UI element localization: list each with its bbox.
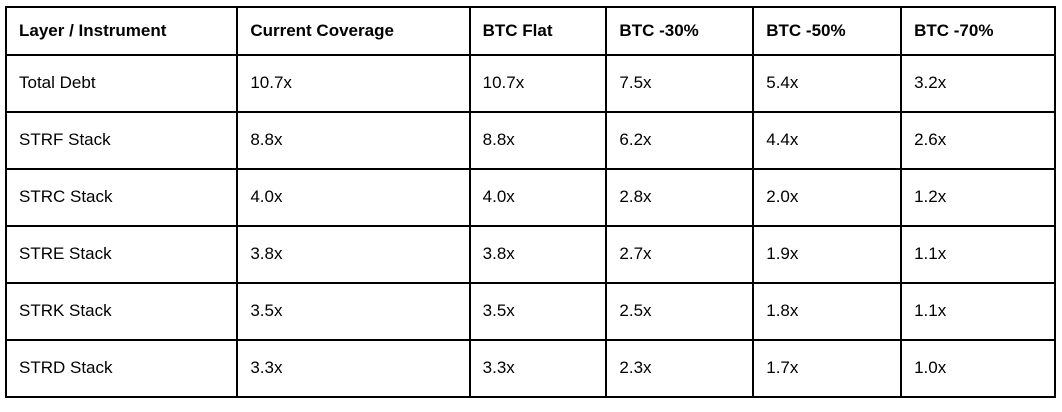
cell-value: 1.0x	[900, 339, 1056, 398]
cell-value: 8.8x	[468, 111, 608, 170]
cell-value: 1.1x	[900, 282, 1056, 341]
cell-value: 3.8x	[236, 225, 471, 284]
column-header-btc-flat: BTC Flat	[468, 6, 608, 56]
cell-value: 2.7x	[605, 225, 755, 284]
cell-value: 1.8x	[752, 282, 903, 341]
cell-value: 1.9x	[752, 225, 903, 284]
cell-value: 4.4x	[752, 111, 903, 170]
column-header-btc-minus-50: BTC -50%	[752, 6, 903, 56]
row-label: STRC Stack	[4, 168, 239, 227]
cell-value: 2.8x	[605, 168, 755, 227]
cell-value: 2.3x	[605, 339, 755, 398]
table-row-strk-stack: STRK Stack 3.5x 3.5x 2.5x 1.8x 1.1x	[4, 282, 1056, 341]
cell-value: 10.7x	[236, 54, 471, 113]
cell-value: 2.5x	[605, 282, 755, 341]
cell-value: 3.3x	[468, 339, 608, 398]
cell-value: 3.2x	[900, 54, 1056, 113]
table-row-stre-stack: STRE Stack 3.8x 3.8x 2.7x 1.9x 1.1x	[4, 225, 1056, 284]
row-label: Total Debt	[4, 54, 239, 113]
table-row-strd-stack: STRD Stack 3.3x 3.3x 2.3x 1.7x 1.0x	[4, 339, 1056, 398]
cell-value: 1.7x	[752, 339, 903, 398]
cell-value: 2.0x	[752, 168, 903, 227]
cell-value: 4.0x	[468, 168, 608, 227]
column-header-btc-minus-70: BTC -70%	[900, 6, 1056, 56]
cell-value: 1.1x	[900, 225, 1056, 284]
coverage-table: Layer / Instrument Current Coverage BTC …	[4, 6, 1056, 398]
table-row-total-debt: Total Debt 10.7x 10.7x 7.5x 5.4x 3.2x	[4, 54, 1056, 113]
column-header-btc-minus-30: BTC -30%	[605, 6, 755, 56]
row-label: STRF Stack	[4, 111, 239, 170]
column-header-layer-instrument: Layer / Instrument	[4, 6, 239, 56]
column-header-current-coverage: Current Coverage	[236, 6, 471, 56]
header-row: Layer / Instrument Current Coverage BTC …	[4, 6, 1056, 56]
cell-value: 2.6x	[900, 111, 1056, 170]
row-label: STRK Stack	[4, 282, 239, 341]
cell-value: 1.2x	[900, 168, 1056, 227]
table-row-strf-stack: STRF Stack 8.8x 8.8x 6.2x 4.4x 2.6x	[4, 111, 1056, 170]
cell-value: 7.5x	[605, 54, 755, 113]
table-row-strc-stack: STRC Stack 4.0x 4.0x 2.8x 2.0x 1.2x	[4, 168, 1056, 227]
cell-value: 3.3x	[236, 339, 471, 398]
cell-value: 10.7x	[468, 54, 608, 113]
cell-value: 4.0x	[236, 168, 471, 227]
row-label: STRD Stack	[4, 339, 239, 398]
cell-value: 5.4x	[752, 54, 903, 113]
cell-value: 3.5x	[468, 282, 608, 341]
cell-value: 6.2x	[605, 111, 755, 170]
cell-value: 3.5x	[236, 282, 471, 341]
cell-value: 8.8x	[236, 111, 471, 170]
cell-value: 3.8x	[468, 225, 608, 284]
row-label: STRE Stack	[4, 225, 239, 284]
